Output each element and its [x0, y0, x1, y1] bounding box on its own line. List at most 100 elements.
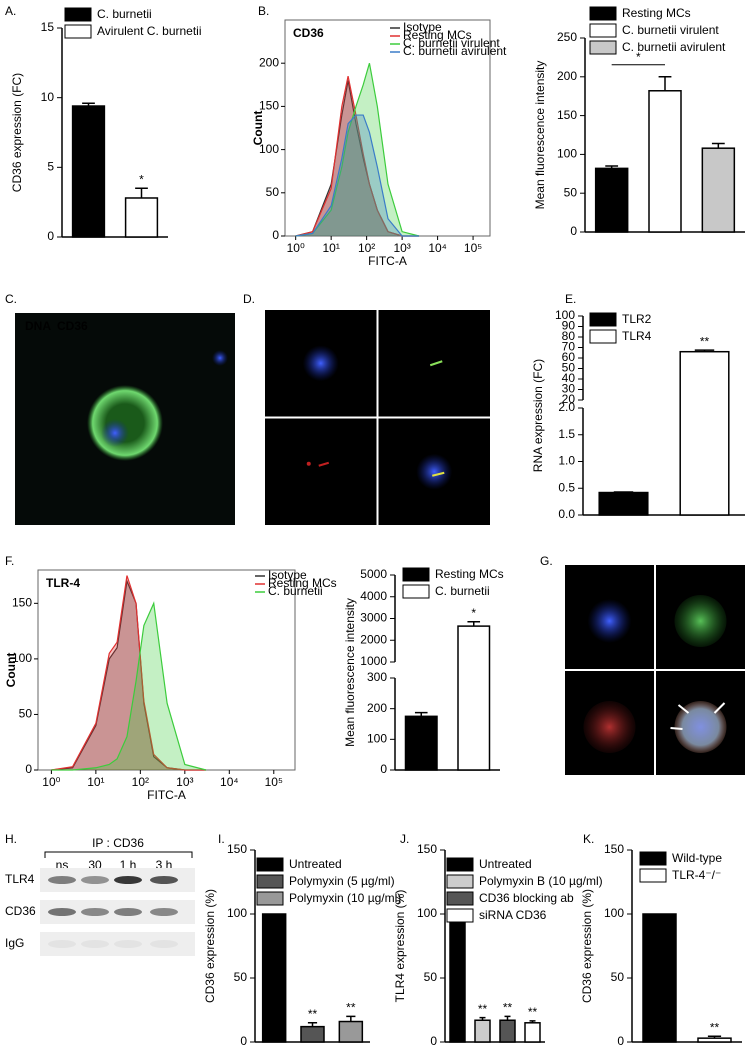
y-axis-label: Count	[4, 653, 18, 688]
arrow	[670, 727, 683, 730]
bar	[642, 913, 677, 1043]
error-bar	[529, 1020, 536, 1023]
nucleus	[302, 345, 339, 382]
legend-label: Isotype	[403, 20, 442, 34]
legend-label: Avirulent C. burnetii	[97, 24, 202, 38]
blot-strip	[40, 932, 195, 956]
bar	[124, 197, 159, 238]
y-tick-label: 0	[25, 762, 32, 776]
x-tick-label: 10³	[176, 775, 193, 789]
histogram-curve	[295, 63, 420, 237]
y-tick-label: 4000	[360, 589, 387, 603]
panel-letter: D.	[243, 292, 255, 306]
error-bar	[346, 1015, 356, 1022]
row-label: CD36	[5, 904, 36, 918]
band	[150, 876, 178, 884]
row-label: TLR4	[5, 872, 35, 886]
bar	[499, 1019, 516, 1043]
x-tick-label: 10³	[393, 241, 410, 255]
legend-label: Untreated	[479, 857, 532, 871]
bar	[404, 715, 438, 771]
bar	[701, 147, 736, 233]
cell	[87, 385, 163, 461]
bar	[598, 491, 649, 516]
significance-label: **	[700, 334, 710, 348]
significance-label: **	[503, 1001, 513, 1015]
y-tick-label: 150	[259, 99, 279, 113]
micrograph-label: DNA	[25, 319, 51, 333]
legend-label: CD36 blocking ab	[479, 891, 574, 905]
legend-label: C. burnetii virulent	[622, 23, 719, 37]
significance-label: *	[139, 172, 144, 186]
y-tick-label: 200	[367, 701, 387, 715]
panel-letter: A.	[5, 4, 16, 18]
legend-label: C. burnetii	[97, 7, 152, 21]
legend-label: Resting MCs	[403, 28, 472, 42]
legend-label: C. burnetii virulent	[403, 36, 500, 50]
y-tick-label: 150	[604, 842, 624, 856]
chart-title: TLR-4	[46, 576, 80, 590]
bar	[261, 913, 287, 1043]
y-tick-label: 80	[562, 329, 576, 343]
panel-letter: I.	[218, 832, 225, 846]
y-axis-label: CD36 expression (%)	[203, 889, 217, 1003]
y-tick-label: 5	[47, 160, 54, 174]
y-tick-label: 200	[557, 69, 577, 83]
legend-swatch	[639, 851, 667, 866]
y-tick-label: 100	[227, 906, 247, 920]
x-tick-label: 10¹	[322, 241, 339, 255]
x-tick-label: 10⁴	[220, 775, 239, 789]
bar	[457, 625, 491, 771]
legend-swatch	[589, 6, 617, 21]
y-axis-label: Mean fluorescence intensity	[343, 598, 357, 747]
y-tick-label: 0	[380, 762, 387, 776]
y-tick-label: 20	[562, 392, 576, 406]
blot-title: IP : CD36	[92, 836, 144, 850]
y-tick-label: 10	[41, 90, 55, 104]
legend-swatch	[589, 23, 617, 38]
histogram-curve	[295, 76, 420, 237]
significance-label: **	[308, 1007, 318, 1021]
legend-swatch	[402, 567, 430, 582]
band	[114, 876, 142, 884]
legend-label: Polymyxin B (10 µg/ml)	[479, 874, 603, 888]
x-tick-label: 10⁵	[265, 775, 283, 789]
legend-label: siRNA CD36	[479, 908, 547, 922]
legend-swatch	[446, 874, 474, 889]
bracket	[44, 851, 193, 858]
micrograph-label: TLR4	[573, 675, 603, 689]
y-axis-label: RNA expression (FC)	[531, 359, 545, 472]
y-tick-label: 50	[562, 361, 576, 375]
band	[48, 908, 76, 916]
y-tick-label: 0	[272, 228, 279, 242]
arrow	[677, 704, 690, 714]
y-tick-label: 150	[12, 596, 32, 610]
error-bar	[658, 76, 672, 91]
signal	[432, 471, 445, 477]
micrograph-label: C. burnetii	[273, 423, 332, 437]
significance-label: **	[346, 1001, 356, 1015]
micrograph-label: DNA	[573, 569, 599, 583]
panel-letter: H.	[5, 832, 17, 846]
x-tick-label: 10¹	[87, 775, 104, 789]
micrograph	[265, 418, 377, 525]
bar	[300, 1025, 325, 1043]
y-tick-label: 1000	[360, 654, 387, 668]
error-bar	[135, 187, 148, 198]
y-tick-label: 150	[227, 842, 247, 856]
error-bar	[414, 711, 428, 717]
y-tick-label: 1.5	[558, 427, 575, 441]
legend-swatch	[256, 891, 284, 906]
y-tick-label: 250	[557, 30, 577, 44]
legend-swatch	[256, 857, 284, 872]
y-tick-label: 50	[266, 185, 280, 199]
legend-label: TLR-4⁻/⁻	[672, 868, 721, 882]
band	[81, 908, 109, 916]
x-tick-label: 10⁰	[287, 241, 305, 255]
error-bar	[82, 102, 95, 107]
y-tick-label: 50	[19, 707, 33, 721]
y-axis-label: Mean fluorescence intensity	[533, 61, 547, 210]
error-bar	[707, 1035, 722, 1039]
micrograph-label: CD36	[387, 314, 418, 328]
legend-swatch	[446, 908, 474, 923]
